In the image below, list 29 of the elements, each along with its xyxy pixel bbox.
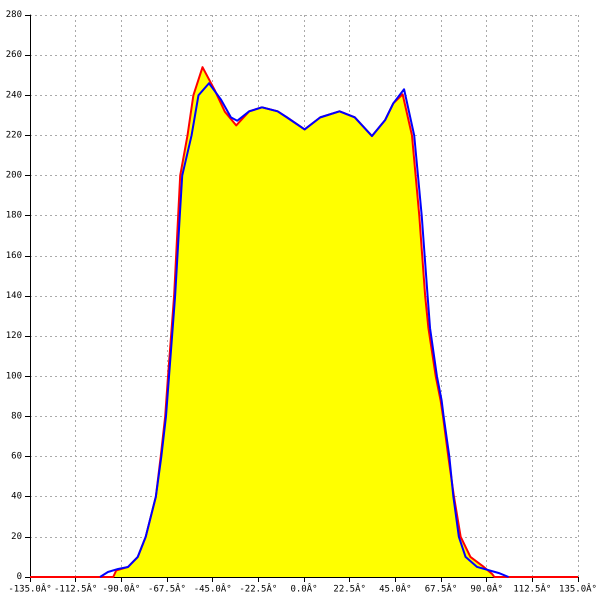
y-tick-label: 80: [11, 411, 22, 422]
x-tick-label: 67.5Â°: [424, 582, 458, 594]
y-tick-label: 160: [6, 250, 22, 261]
x-tick-label: -67.5Â°: [148, 582, 186, 594]
x-tick-label: 135.0Â°: [559, 582, 597, 594]
y-tick-label: 20: [11, 532, 22, 542]
y-tick-label: 140: [6, 291, 22, 301]
x-tick-label: 90.0Â°: [470, 582, 503, 594]
y-tick-label: 0: [16, 572, 22, 582]
y-tick-label: 220: [6, 130, 22, 140]
y-tick-label: 260: [6, 50, 22, 60]
x-tick-label: 45.0Â°: [379, 582, 412, 594]
y-tick-label: 40: [11, 492, 22, 502]
y-tick-label: 60: [11, 452, 22, 462]
x-tick-label: 112.5Â°: [513, 582, 552, 594]
x-tick-label: -45.0Â°: [194, 582, 232, 594]
y-tick-label: 200: [6, 170, 22, 181]
x-tick-label: -112.5Â°: [54, 582, 98, 594]
y-tick-label: 120: [6, 331, 22, 342]
y-tick-label: 180: [6, 210, 22, 221]
x-tick-label: -90.0Â°: [102, 582, 140, 594]
y-tick-label: 280: [6, 10, 22, 20]
x-tick-label: -135.0Â°: [8, 582, 52, 594]
x-tick-label: -22.5Â°: [239, 582, 278, 594]
x-tick-label: 0.0Â°: [290, 582, 318, 594]
x-tick-label: 22.5Â°: [333, 582, 366, 594]
line-series: [99, 82, 510, 578]
y-tick-label: 240: [6, 90, 22, 100]
y-tick-label: 100: [6, 371, 22, 382]
